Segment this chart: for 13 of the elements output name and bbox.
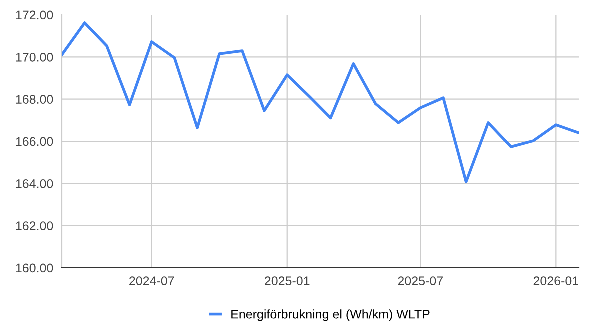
x-tick-label: 2025-01 (265, 276, 310, 286)
x-tick-label: 2024-07 (130, 276, 174, 286)
y-tick-label: 160.00 (16, 264, 54, 273)
y-tick-label: 162.00 (16, 222, 54, 230)
y-tick-label: 170.00 (16, 52, 54, 62)
x-tick-label: 2025-07 (398, 276, 443, 286)
line-series (62, 22, 579, 184)
x-tick-label: 2026-01 (534, 276, 578, 286)
y-tick-label: 172.00 (16, 10, 54, 20)
y-tick-label: 166.00 (16, 137, 54, 146)
y-tick-label: 164.00 (16, 179, 54, 188)
legend-label: Energiförbrukning el (Wh/km) WLTP (232, 310, 430, 322)
y-tick-label: 168.00 (16, 95, 54, 104)
